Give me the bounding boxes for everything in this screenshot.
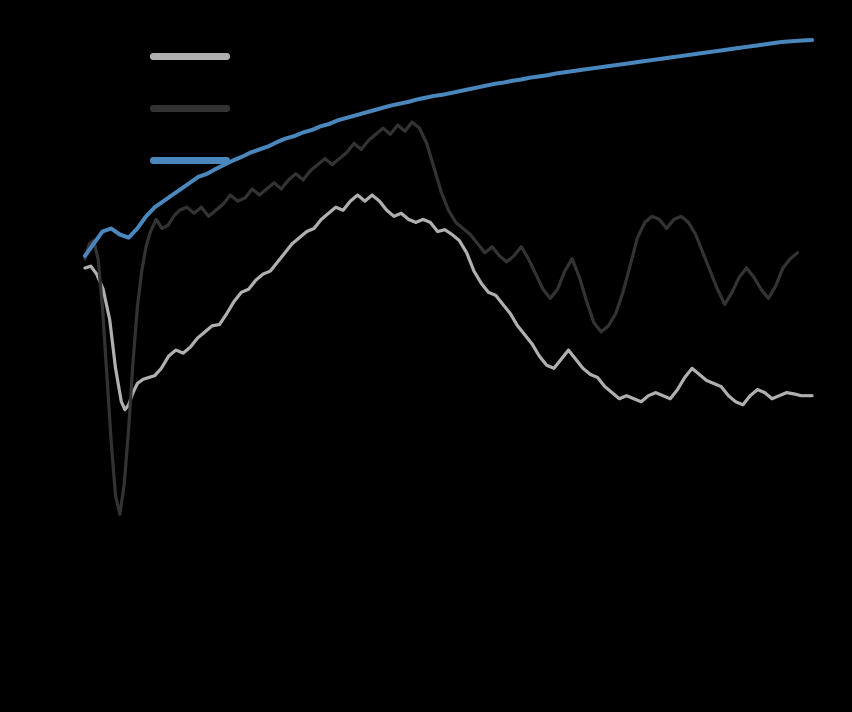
legend-item-blue[interactable] xyxy=(150,134,570,186)
series-group xyxy=(83,38,814,516)
legend-item-dark-gray[interactable] xyxy=(150,82,570,134)
legend-swatch-dark-gray xyxy=(150,104,230,112)
legend-swatch-blue xyxy=(150,156,230,164)
chart-legend xyxy=(150,30,570,186)
series-blue xyxy=(83,38,814,258)
series-dark-gray xyxy=(83,120,800,516)
series-light-gray xyxy=(83,193,814,412)
legend-swatch-light-gray xyxy=(150,52,230,60)
legend-item-light-gray[interactable] xyxy=(150,30,570,82)
